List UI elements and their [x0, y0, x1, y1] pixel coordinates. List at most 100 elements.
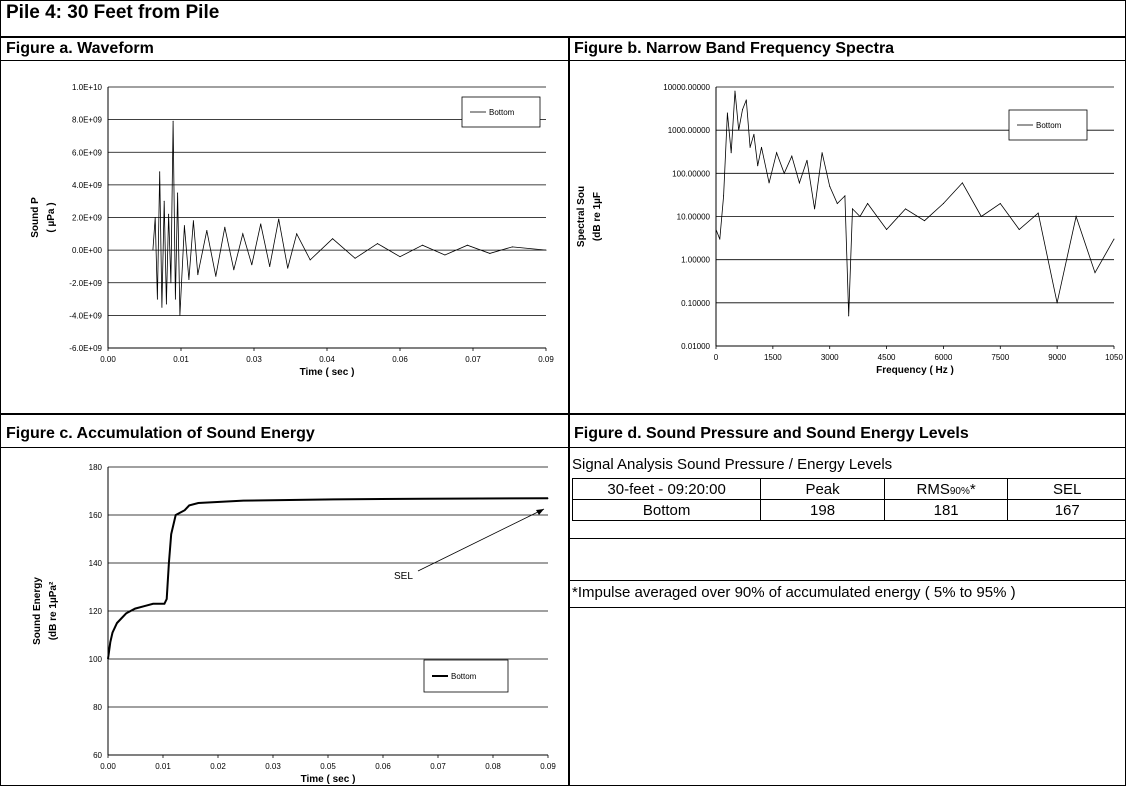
data-point [354, 257, 356, 259]
data-point [783, 172, 785, 174]
y-axis-label: Sound P [30, 197, 41, 238]
data-point [296, 233, 298, 235]
data-point [776, 152, 778, 154]
data-point [166, 598, 168, 600]
x-tick-label: 0.01 [155, 762, 171, 771]
data-point [829, 185, 831, 187]
data-point [836, 203, 838, 205]
data-point [730, 152, 732, 154]
data-point [116, 622, 118, 624]
data-point [753, 133, 755, 135]
data-point [466, 244, 468, 246]
data-point [798, 182, 800, 184]
energy-chart: 180 160 140 120 100 80 60 0.00 0.01 0.02 0.03 0.05 0… [32, 463, 556, 785]
data-point [175, 514, 177, 516]
y-tick-label: 6.0E+09 [72, 148, 103, 157]
y-tick-label: 100.00000 [672, 169, 710, 178]
data-point [859, 216, 861, 217]
divider [0, 413, 1126, 415]
data-point [333, 498, 335, 500]
data-point [260, 223, 262, 225]
x-tick-label: 0.02 [210, 762, 226, 771]
data-point [814, 208, 816, 210]
data-point [156, 298, 158, 300]
x-tick-label: 1500 [764, 353, 782, 362]
x-tick-label: 9000 [1048, 353, 1066, 362]
x-tick-label: 0.07 [465, 355, 481, 364]
legend-label: Bottom [1036, 121, 1062, 130]
data-point [168, 562, 170, 564]
data-point [1075, 216, 1077, 217]
data-point [215, 275, 217, 277]
y-tick-label: 180 [89, 463, 103, 472]
data-point [489, 252, 491, 254]
data-point [545, 249, 547, 251]
legend-box [423, 659, 509, 693]
data-point [242, 500, 244, 502]
data-point [749, 146, 751, 148]
data-point [377, 243, 379, 245]
divider [570, 580, 1126, 581]
data-point [791, 155, 793, 157]
data-point [163, 200, 165, 202]
row-cell: Bottom [571, 499, 762, 521]
y-axis-unit-label: ( µPa ) [46, 202, 57, 232]
data-point [1094, 272, 1096, 274]
data-point [179, 512, 181, 514]
data-point [168, 213, 170, 215]
data-point [923, 220, 925, 222]
data-point [421, 244, 423, 246]
y-tick-label: 1.00000 [681, 256, 710, 265]
x-tick-label: 7500 [991, 353, 1009, 362]
x-tick-label: 0.06 [375, 762, 391, 771]
x-tick-label: 6000 [935, 353, 953, 362]
table-row: Bottom 198 181 167 [571, 499, 1126, 521]
data-point [806, 159, 808, 161]
data-point [197, 274, 199, 276]
divider [570, 607, 1126, 608]
divider [568, 36, 570, 786]
data-point [143, 605, 145, 607]
data-point [332, 238, 334, 240]
y-tick-label: 140 [89, 559, 103, 568]
rms-star: * [969, 480, 976, 498]
data-point [905, 208, 907, 210]
data-point [848, 315, 850, 317]
y-tick-label: 0.10000 [681, 299, 710, 308]
data-point [184, 509, 186, 511]
x-axis-label: Time ( sec ) [301, 774, 356, 785]
x-tick-label: 0.00 [100, 355, 116, 364]
y-tick-label: 1000.00000 [668, 126, 711, 135]
data-point [197, 502, 199, 504]
data-point [757, 165, 759, 167]
data-point [170, 282, 172, 284]
data-point [183, 225, 185, 227]
data-point [715, 228, 717, 230]
data-point [251, 264, 253, 266]
y-axis-unit-label: (dB re 1µF [592, 192, 603, 241]
data-point [224, 226, 226, 228]
data-point [961, 182, 963, 184]
data-point [125, 612, 127, 614]
y-tick-label: 10.00000 [677, 213, 711, 222]
data-point [109, 641, 111, 643]
x-tick-label: 0.03 [265, 762, 281, 771]
data-point [999, 203, 1001, 205]
data-point [726, 112, 728, 114]
y-axis-label: Spectral Sou [576, 186, 587, 247]
x-tick-label: 0.04 [319, 355, 335, 364]
data-point [942, 203, 944, 205]
data-point [1113, 238, 1115, 240]
y-tick-label: -6.0E+09 [69, 344, 102, 353]
data-point [844, 195, 846, 197]
x-tick-label: 0.06 [392, 355, 408, 364]
data-point [134, 608, 136, 610]
spectra-chart: 10000.00000 1000.00000 100.00000 10.00000 1.… [576, 83, 1123, 376]
data-point [188, 504, 190, 506]
y-axis-label: Sound Energy [32, 577, 43, 645]
y-tick-label: 1.0E+10 [72, 83, 103, 92]
data-point [206, 230, 208, 232]
data-point [269, 265, 271, 267]
header-cell: RMS90%* [883, 478, 1009, 500]
row-cell: 167 [1007, 499, 1126, 521]
